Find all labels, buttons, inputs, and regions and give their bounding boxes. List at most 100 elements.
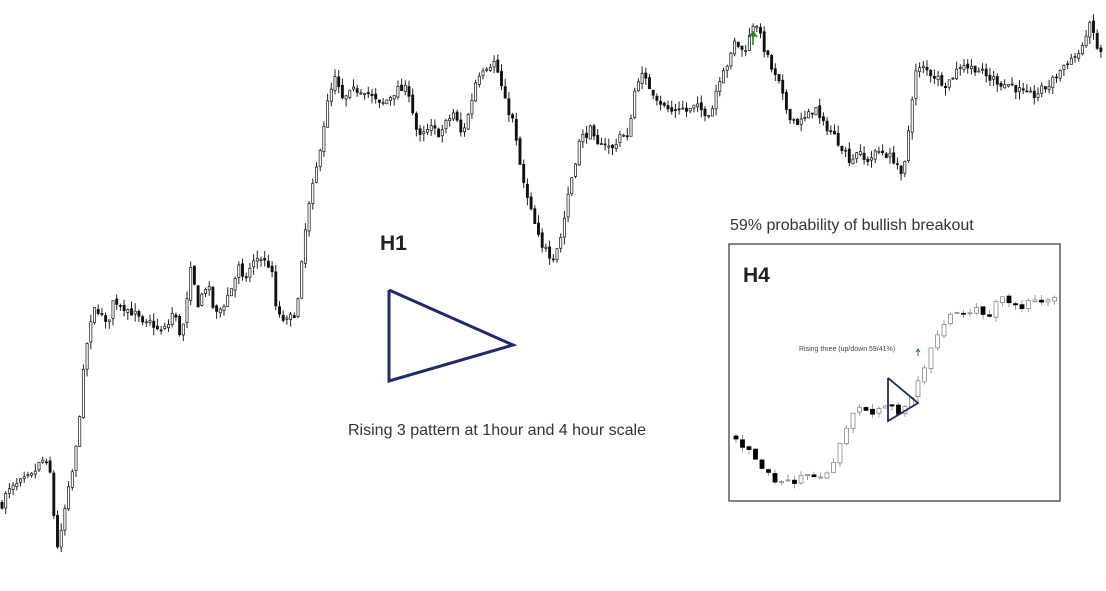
main-candle-233 xyxy=(862,146,866,165)
main-candle-body xyxy=(222,305,226,311)
main-candle-160 xyxy=(592,123,596,141)
main-candle-152 xyxy=(562,211,566,245)
main-candle-body xyxy=(507,98,511,116)
main-candle-37 xyxy=(137,309,141,323)
main-candle-110 xyxy=(407,80,411,103)
main-candle-268 xyxy=(992,71,996,86)
main-candle-270 xyxy=(999,80,1003,91)
inset-candle-body xyxy=(766,469,771,473)
main-candle-84 xyxy=(311,178,315,210)
main-candle-201 xyxy=(744,45,748,57)
inset-candle-30 xyxy=(928,347,934,374)
main-candle-43 xyxy=(159,326,163,335)
main-candle-body xyxy=(455,111,459,121)
main-candle-199 xyxy=(736,41,740,49)
main-candle-96 xyxy=(355,84,359,97)
main-candle-3 xyxy=(11,482,15,496)
main-candle-173 xyxy=(640,66,644,90)
main-candle-236 xyxy=(873,148,877,164)
main-candle-64 xyxy=(237,261,241,285)
main-candle-83 xyxy=(307,200,311,237)
inset-candle-41 xyxy=(1000,296,1005,307)
main-candle-body xyxy=(322,125,326,152)
main-candle-body xyxy=(126,309,130,313)
main-candle-body xyxy=(100,313,104,315)
main-candle-body xyxy=(596,134,600,145)
main-candle-body xyxy=(359,92,363,95)
main-candle-124 xyxy=(459,112,463,137)
inset-candle-body xyxy=(1052,296,1057,302)
main-candle-70 xyxy=(259,256,263,267)
main-candle-212 xyxy=(784,89,788,114)
main-candle-5 xyxy=(19,478,22,487)
main-candle-140 xyxy=(518,136,522,165)
inset-candle-45 xyxy=(1026,298,1031,313)
main-candle-body xyxy=(1003,84,1007,89)
inset-candle-body xyxy=(883,405,888,409)
main-candle-body xyxy=(625,135,629,138)
main-candle-body xyxy=(130,308,133,316)
main-candle-body xyxy=(85,343,89,370)
main-candle-193 xyxy=(714,84,718,116)
main-candle-269 xyxy=(995,73,999,92)
main-candle-75 xyxy=(278,301,281,318)
main-candle-body xyxy=(111,300,115,319)
main-candle-body xyxy=(229,288,233,297)
main-candle-body xyxy=(189,267,193,301)
main-candle-149 xyxy=(551,254,555,263)
main-candle-body xyxy=(248,267,252,278)
main-candle-81 xyxy=(300,260,304,299)
main-candle-107 xyxy=(396,80,400,100)
main-candle-114 xyxy=(422,125,426,142)
inset-candle-49 xyxy=(1052,295,1057,305)
main-candle-body xyxy=(670,107,674,112)
main-candle-258 xyxy=(955,61,959,81)
main-candle-body xyxy=(400,84,404,92)
main-candle-body xyxy=(936,75,940,81)
main-candle-40 xyxy=(148,314,152,326)
inset-candle-body xyxy=(915,380,921,397)
main-candle-body xyxy=(1055,76,1058,79)
main-candle-body xyxy=(300,261,304,299)
main-candle-49 xyxy=(181,323,185,342)
main-candle-7 xyxy=(26,471,30,478)
main-candle-194 xyxy=(718,77,722,97)
main-candle-119 xyxy=(440,124,444,143)
main-candle-26 xyxy=(96,304,100,316)
main-candle-224 xyxy=(829,125,833,135)
inset-candle-body xyxy=(1006,295,1012,304)
main-candle-body xyxy=(829,130,833,132)
main-candle-255 xyxy=(944,82,947,96)
main-candle-body xyxy=(533,208,537,225)
main-candle-body xyxy=(618,133,622,143)
main-candle-body xyxy=(1014,84,1018,93)
inset-candle-2 xyxy=(746,445,752,455)
main-candle-14 xyxy=(52,470,56,519)
main-candle-95 xyxy=(352,79,355,92)
main-candle-body xyxy=(910,99,914,133)
main-candle-159 xyxy=(588,124,592,140)
main-candle-body xyxy=(344,95,348,100)
main-candle-240 xyxy=(888,147,892,164)
main-candle-22 xyxy=(81,364,85,419)
main-candle-body xyxy=(892,152,896,164)
main-candle-body xyxy=(1073,56,1077,58)
main-candle-116 xyxy=(429,118,433,136)
main-candle-body xyxy=(104,315,108,322)
main-candle-body xyxy=(1010,83,1014,86)
main-candle-38 xyxy=(141,314,145,326)
main-candle-179 xyxy=(662,101,666,108)
main-candle-76 xyxy=(281,310,285,323)
inset-candle-9 xyxy=(792,475,797,489)
main-candle-133 xyxy=(492,55,496,74)
main-candle-9 xyxy=(33,463,37,479)
main-candle-body xyxy=(603,143,607,146)
main-candle-body xyxy=(48,460,52,473)
main-candle-body xyxy=(599,143,603,145)
main-candle-237 xyxy=(877,146,881,155)
main-candle-145 xyxy=(537,215,540,237)
main-candle-body xyxy=(396,86,400,98)
main-candle-body xyxy=(703,108,707,117)
main-candle-body xyxy=(340,84,344,99)
main-candle-262 xyxy=(969,59,973,75)
